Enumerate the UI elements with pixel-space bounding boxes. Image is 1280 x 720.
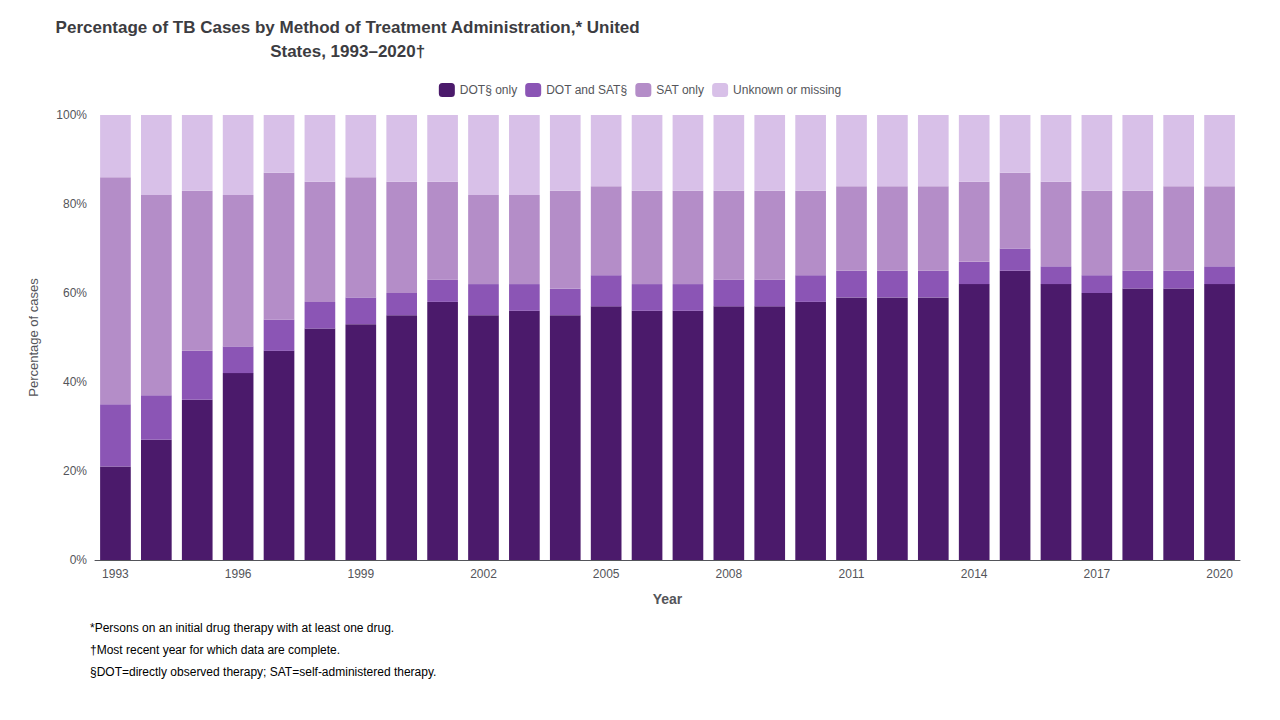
svg-text:1996: 1996 (225, 567, 252, 581)
svg-text:§DOT=directly observed therapy: §DOT=directly observed therapy; SAT=self… (90, 665, 436, 679)
svg-text:†Most recent year for which da: †Most recent year for which data are com… (90, 643, 340, 657)
svg-text:Year: Year (653, 591, 683, 607)
svg-text:2020: 2020 (1206, 567, 1233, 581)
svg-text:SAT only: SAT only (656, 83, 704, 97)
svg-text:40%: 40% (63, 375, 87, 389)
svg-text:20%: 20% (63, 464, 87, 478)
svg-text:DOT and SAT§: DOT and SAT§ (546, 83, 627, 97)
svg-text:1999: 1999 (347, 567, 374, 581)
svg-text:*Persons on an initial drug th: *Persons on an initial drug therapy with… (90, 621, 394, 635)
svg-text:60%: 60% (63, 286, 87, 300)
svg-text:2002: 2002 (470, 567, 497, 581)
svg-text:States, 1993–2020†: States, 1993–2020† (270, 42, 425, 61)
svg-text:100%: 100% (56, 108, 87, 122)
svg-text:Unknown or missing: Unknown or missing (733, 83, 841, 97)
svg-text:2011: 2011 (839, 567, 865, 581)
svg-text:DOT§ only: DOT§ only (460, 83, 517, 97)
svg-text:2005: 2005 (593, 567, 620, 581)
svg-text:2017: 2017 (1084, 567, 1111, 581)
svg-text:2014: 2014 (961, 567, 988, 581)
svg-text:Percentage of cases: Percentage of cases (26, 278, 41, 397)
svg-text:Percentage of TB Cases by Meth: Percentage of TB Cases by Method of Trea… (56, 18, 640, 37)
svg-text:2008: 2008 (715, 567, 742, 581)
svg-text:80%: 80% (63, 197, 87, 211)
svg-text:0%: 0% (70, 553, 88, 567)
svg-text:1993: 1993 (102, 567, 129, 581)
